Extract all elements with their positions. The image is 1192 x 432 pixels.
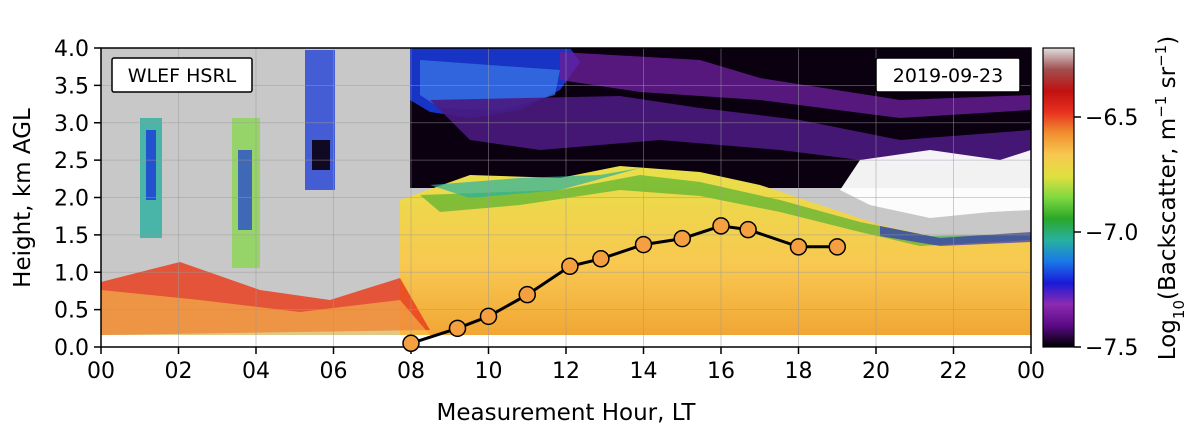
data-point [448,319,467,338]
colorbar-tick-label: −7.0 [1085,221,1138,246]
x-tick-label: 12 [552,359,580,384]
colorbar-tick-label: −7.5 [1085,336,1138,361]
colorbar [1042,47,1075,348]
data-point [712,217,730,235]
x-axis-title: Measurement Hour, LT [437,400,697,426]
y-tick-label: 1.0 [54,261,89,286]
y-tick-label: 1.5 [54,224,89,249]
y-tick-label: 0.0 [54,336,89,361]
y-tick-label: 4.0 [54,37,89,62]
colorbar-title: Log10(Backscatter, m−1 sr−1) [1152,36,1188,360]
x-axis: 00 02 04 06 08 10 12 14 16 18 20 22 00 [87,347,1045,384]
x-tick-label: 20 [862,359,890,384]
y-tick-label: 2.5 [54,149,89,174]
data-point [634,235,653,254]
x-tick-label: 00 [1017,359,1045,384]
y-axis: 0.0 0.5 1.0 1.5 2.0 2.5 3.0 3.5 4.0 [54,37,101,361]
x-tick-label: 18 [785,359,813,384]
data-point [789,238,808,256]
x-tick-label: 06 [320,359,348,384]
colorbar-axis: −6.5 −7.0 −7.5 [1074,106,1138,361]
data-point [479,307,498,326]
annotation-left-box: WLEF HSRL [111,57,253,93]
data-point [592,250,610,268]
y-tick-label: 3.0 [54,112,89,137]
data-point [518,285,536,304]
y-tick-label: 0.5 [54,299,89,324]
y-tick-label: 3.5 [54,74,89,99]
y-tick-label: 2.0 [54,187,89,212]
y-axis-title: Height, km AGL [10,108,36,288]
x-tick-label: 14 [630,359,658,384]
x-tick-label: 00 [87,359,115,384]
data-point [739,220,757,239]
annotation-left: WLEF HSRL [128,65,237,87]
x-tick-label: 08 [397,359,425,384]
data-point [402,334,420,353]
colorbar-tick-label: −6.5 [1085,106,1138,131]
x-tick-label: 22 [940,359,968,384]
annotation-right-box: 2019-09-23 [875,57,1021,93]
data-point [673,229,691,248]
series-markers [402,217,846,353]
x-tick-label: 04 [242,359,270,384]
x-tick-label: 16 [707,359,735,384]
annotation-right: 2019-09-23 [893,65,1003,87]
data-point [828,238,846,256]
data-point [561,257,579,276]
x-tick-label: 02 [165,359,193,384]
x-tick-label: 10 [475,359,503,384]
